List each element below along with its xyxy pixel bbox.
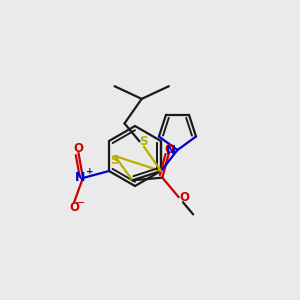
Text: O: O <box>69 201 79 214</box>
Text: O: O <box>74 142 83 155</box>
Text: O: O <box>179 191 189 204</box>
Text: +: + <box>86 167 93 176</box>
Text: −: − <box>76 199 86 208</box>
Text: N: N <box>166 143 176 157</box>
Text: S: S <box>140 134 148 148</box>
Text: O: O <box>164 143 174 156</box>
Text: S: S <box>111 154 119 167</box>
Text: N: N <box>75 172 86 184</box>
